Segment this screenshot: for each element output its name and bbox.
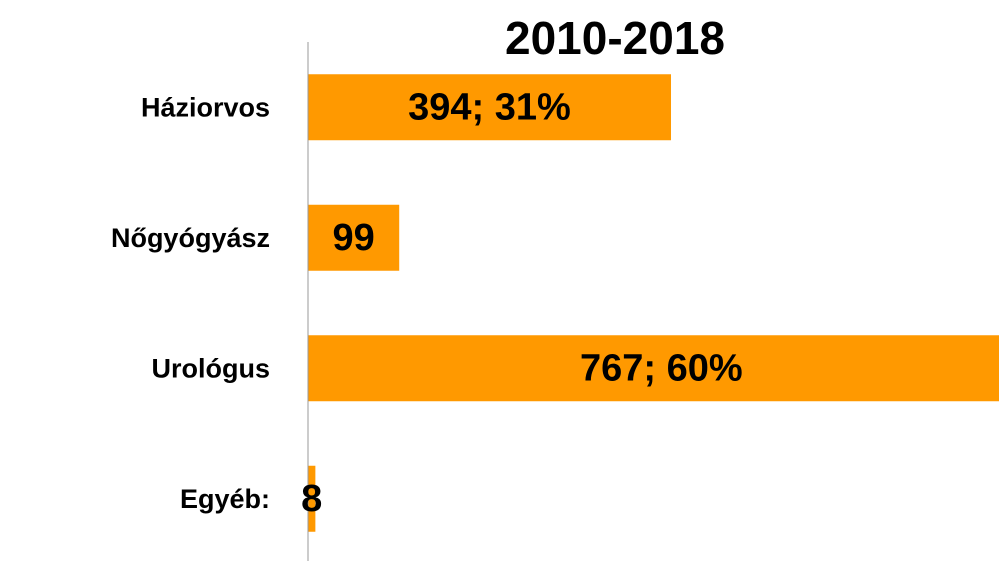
data-label: 8 xyxy=(301,478,322,520)
data-label: 394; 31% xyxy=(408,86,571,128)
chart-title: 2010-2018 xyxy=(505,12,725,64)
bar xyxy=(308,465,316,532)
category-label: Urológus xyxy=(152,353,271,383)
bar xyxy=(308,74,672,141)
bar xyxy=(308,204,400,271)
data-label: 767; 60% xyxy=(580,347,743,389)
data-label: 99 xyxy=(332,217,374,259)
category-label: Háziorvos xyxy=(141,92,270,122)
bar xyxy=(308,335,999,402)
category-label: Egyéb: xyxy=(180,484,270,514)
category-label: Nőgyógyász xyxy=(111,223,270,253)
